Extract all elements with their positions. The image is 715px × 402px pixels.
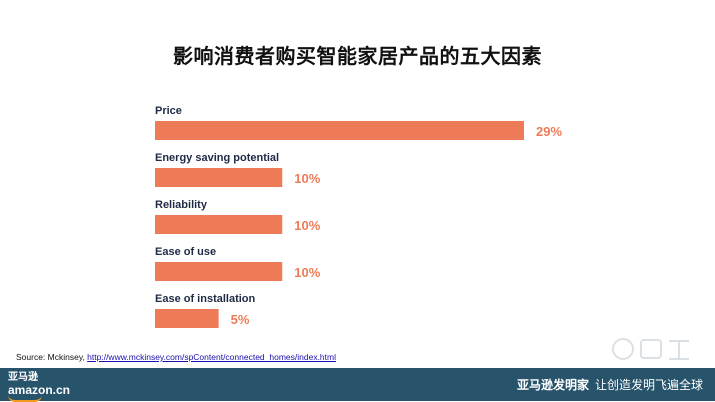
value-label: 10% (294, 171, 320, 186)
source-prefix: Source: Mckinsey, (16, 352, 88, 362)
category-label: Ease of installation (155, 293, 256, 305)
value-label: 5% (231, 312, 250, 327)
bar (155, 168, 283, 187)
value-label: 29% (536, 124, 562, 139)
footer-slogan-text: 让创造发明飞遍全球 (594, 378, 703, 392)
category-label: Energy saving potential (155, 152, 279, 164)
value-label: 10% (294, 218, 320, 233)
bar-chart: Price 29% Energy saving potential 10% Reliab… (155, 105, 562, 328)
footer-bar: 亚马逊 amazon.cn 亚马逊发明家 让创造发明飞遍全球 (0, 368, 715, 402)
value-label: 10% (294, 265, 320, 280)
bar (155, 262, 283, 281)
bar (155, 121, 524, 140)
source-note: Source: Mckinsey, http://www.mckinsey.co… (16, 352, 336, 362)
category-label: Reliability (155, 199, 208, 211)
logo-en-text: amazon.cn (8, 383, 71, 397)
bar (155, 309, 219, 328)
chart-title: 影响消费者购买智能家居产品的五大因素 (173, 44, 542, 68)
category-label: Ease of use (155, 246, 216, 258)
footer-slogan: 亚马逊发明家 让创造发明飞遍全球 (517, 376, 703, 393)
watermark-logo (612, 338, 689, 360)
source-link[interactable]: http://www.mckinsey.com/spContent/connec… (87, 352, 336, 362)
category-label: Price (155, 105, 182, 117)
bar (155, 215, 283, 234)
footer-brand: 亚马逊发明家 (516, 378, 589, 392)
amazon-logo: 亚马逊 amazon.cn (8, 372, 70, 402)
logo-cn-text: 亚马逊 (8, 372, 38, 383)
